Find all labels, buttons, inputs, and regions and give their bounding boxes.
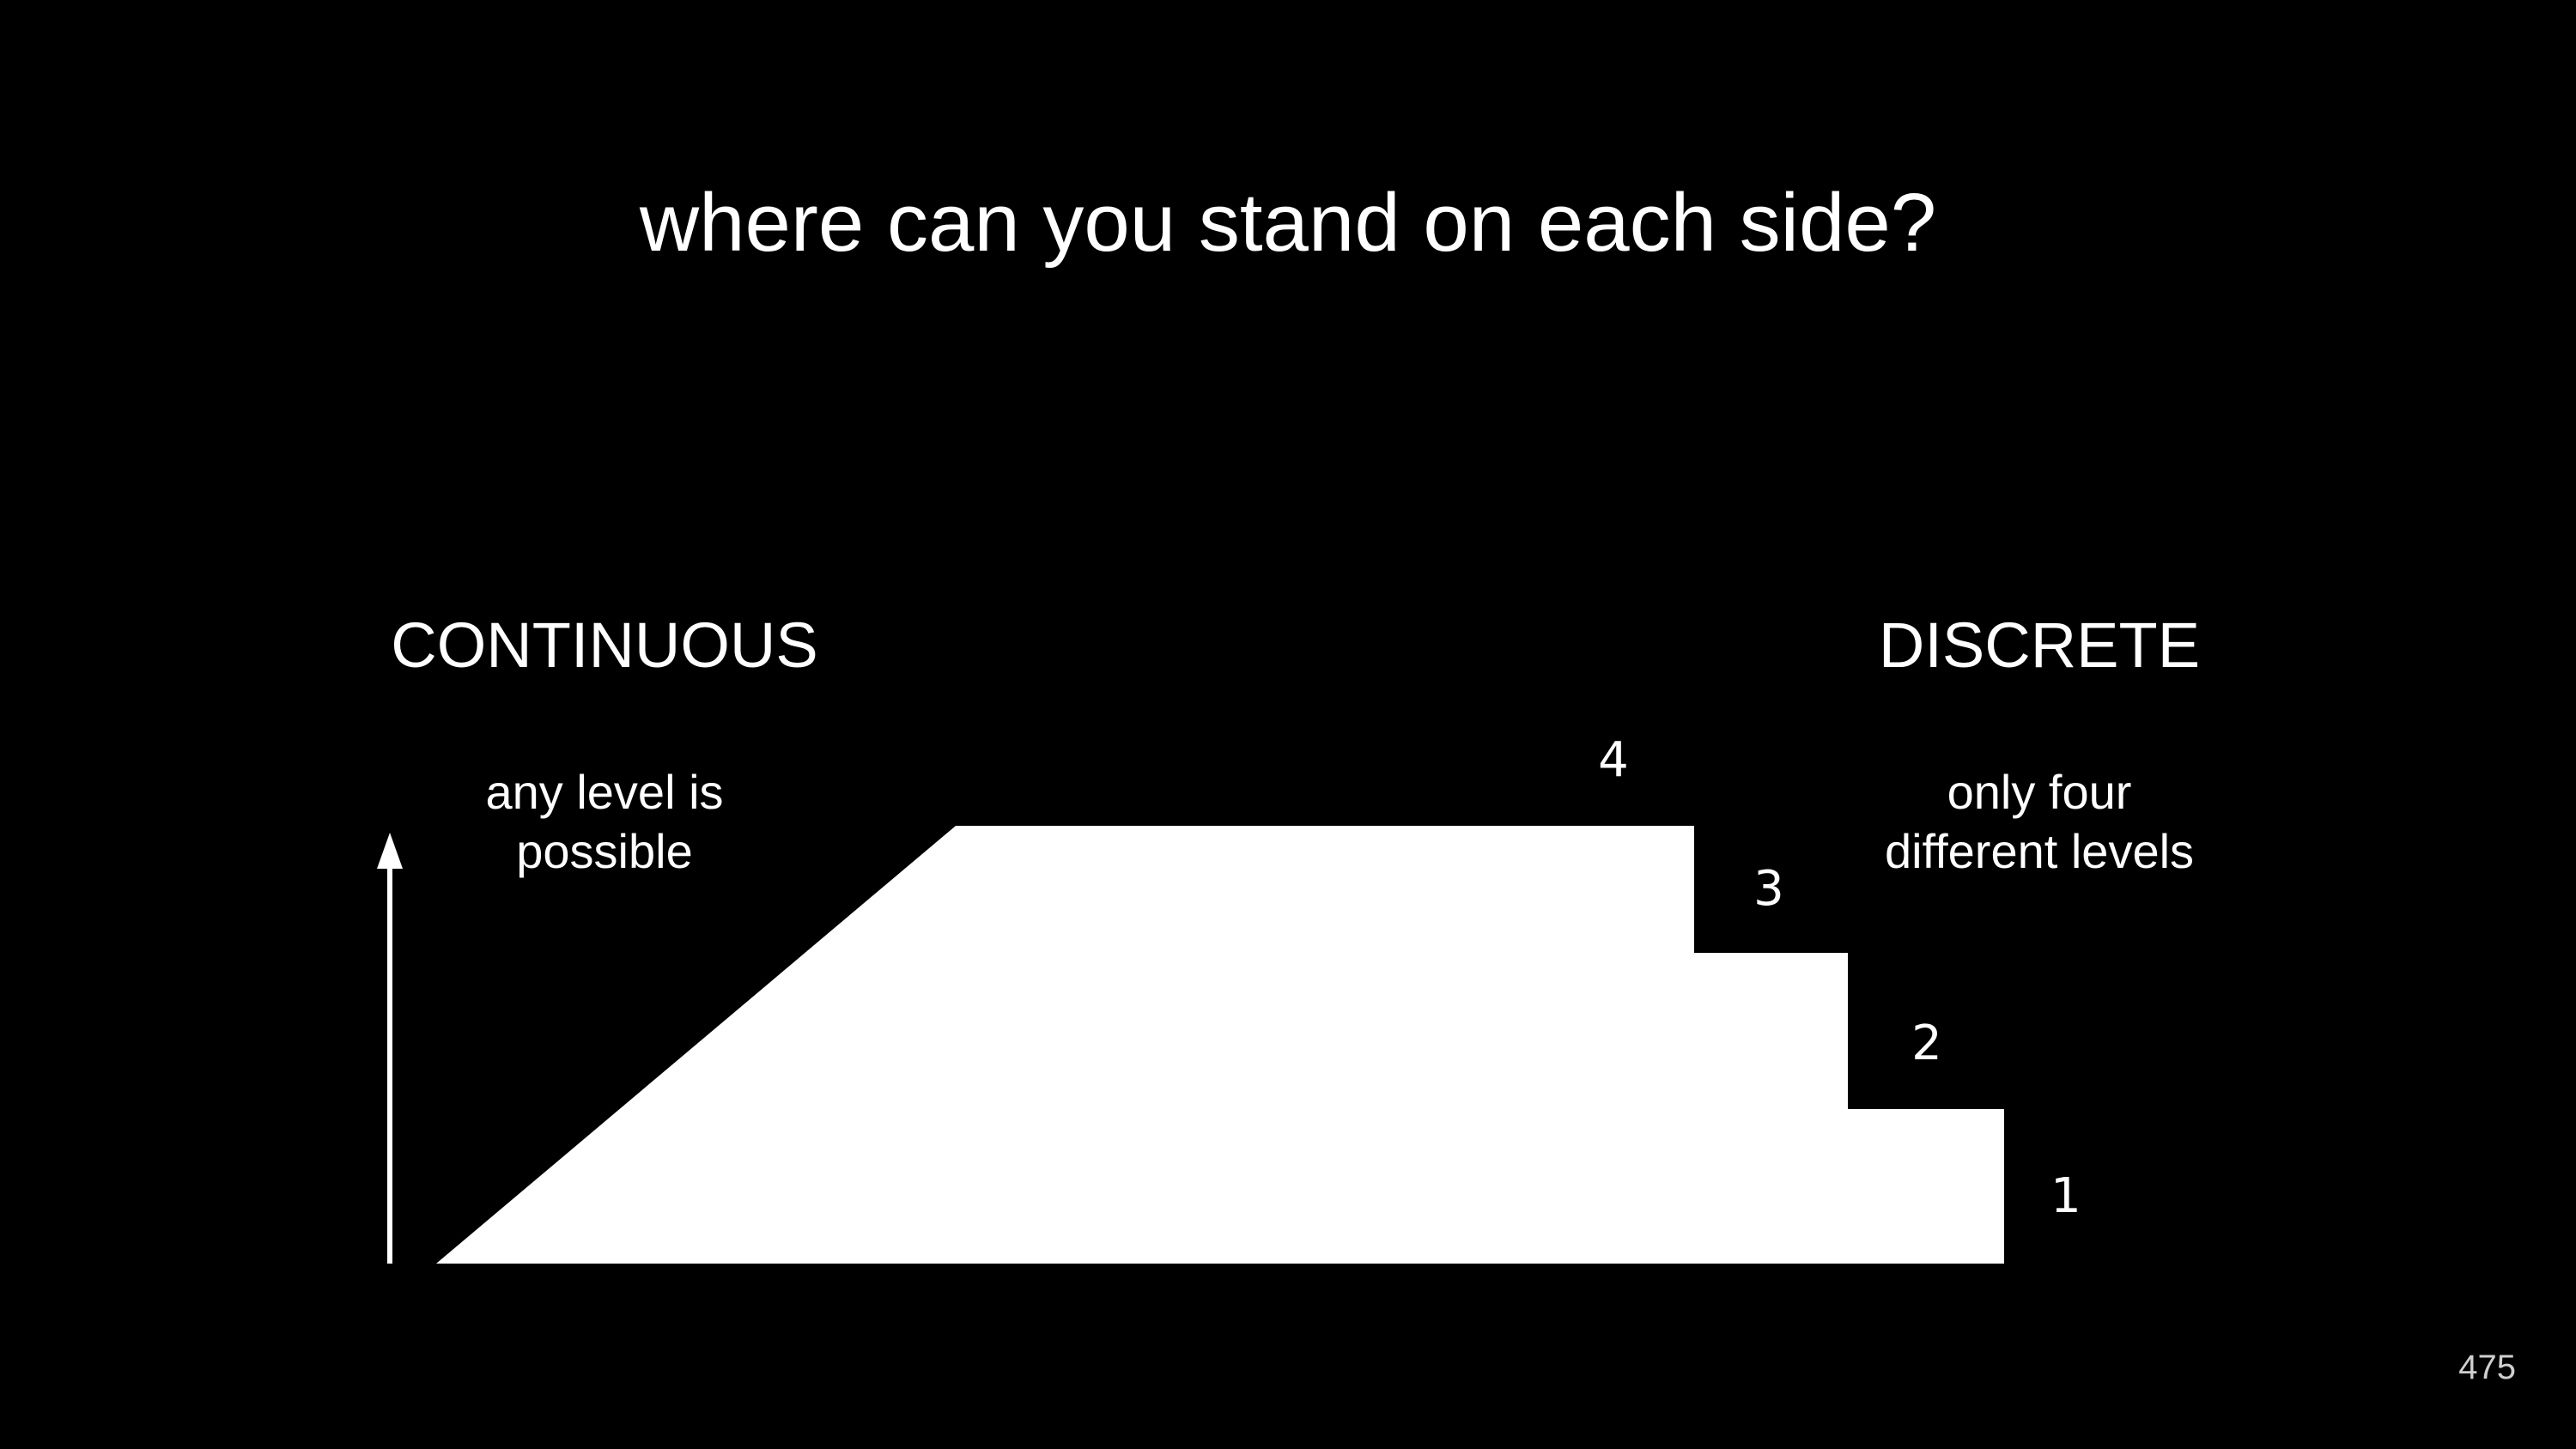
discrete-description-line: only four: [1947, 765, 2132, 819]
discrete-heading: DISCRETE: [1878, 609, 2201, 681]
level-label-2: 2: [1911, 1016, 1942, 1071]
arrow-up-icon: [377, 833, 403, 1264]
level-label-1: 1: [2050, 1168, 2081, 1224]
continuous-description-line: any level is: [485, 765, 724, 819]
continuous-description-line: possible: [516, 824, 693, 878]
slide-title: where can you stand on each side?: [639, 177, 1937, 269]
discrete-description-line: different levels: [1884, 824, 2195, 878]
level-label-3: 3: [1753, 861, 1784, 917]
discrete-description: only four different levels: [1825, 762, 2254, 881]
continuous-description: any level is possible: [390, 762, 819, 881]
continuous-heading: CONTINUOUS: [391, 609, 818, 681]
ramp-and-steps-shape: [436, 826, 2004, 1264]
page-number: 475: [2458, 1349, 2516, 1386]
level-label-4: 4: [1598, 732, 1629, 788]
